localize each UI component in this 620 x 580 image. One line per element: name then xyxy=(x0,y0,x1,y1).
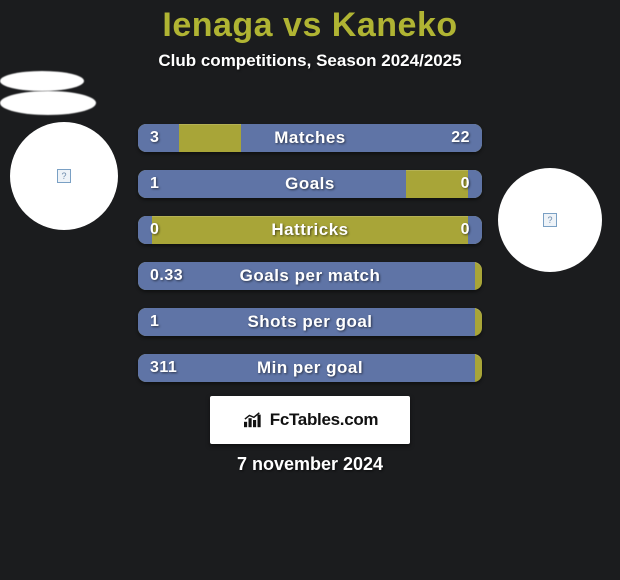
image-placeholder-icon: ? xyxy=(543,213,557,227)
branding-text: FcTables.com xyxy=(270,410,379,430)
stat-row: 3Matches22 xyxy=(138,124,482,152)
subtitle: Club competitions, Season 2024/2025 xyxy=(0,51,620,71)
image-placeholder-icon: ? xyxy=(57,169,71,183)
avatar-circle: ? xyxy=(498,168,602,272)
player-left-shadow xyxy=(0,71,84,91)
date-text: 7 november 2024 xyxy=(0,454,620,475)
stat-row: 1Shots per goal xyxy=(138,308,482,336)
player-left-avatar: ? xyxy=(10,122,118,230)
stats-container: 3Matches221Goals00Hattricks00.33Goals pe… xyxy=(138,124,482,382)
stat-row: 0Hattricks0 xyxy=(138,216,482,244)
avatar-circle: ? xyxy=(10,122,118,230)
player-right-avatar: ? xyxy=(498,168,602,272)
branding-box: FcTables.com xyxy=(210,396,410,444)
stat-row: 311Min per goal xyxy=(138,354,482,382)
stat-label: Goals per match xyxy=(138,262,482,290)
stat-label: Matches xyxy=(138,124,482,152)
stat-value-right: 0 xyxy=(461,170,470,198)
stat-value-right: 22 xyxy=(451,124,470,152)
brand-chart-icon xyxy=(242,411,264,429)
stat-row: 0.33Goals per match xyxy=(138,262,482,290)
stat-label: Min per goal xyxy=(138,354,482,382)
stat-label: Goals xyxy=(138,170,482,198)
stat-label: Hattricks xyxy=(138,216,482,244)
stat-value-right: 0 xyxy=(461,216,470,244)
page-title: Ienaga vs Kaneko xyxy=(0,0,620,45)
player-right-shadow xyxy=(0,91,96,115)
stat-label: Shots per goal xyxy=(138,308,482,336)
stat-row: 1Goals0 xyxy=(138,170,482,198)
